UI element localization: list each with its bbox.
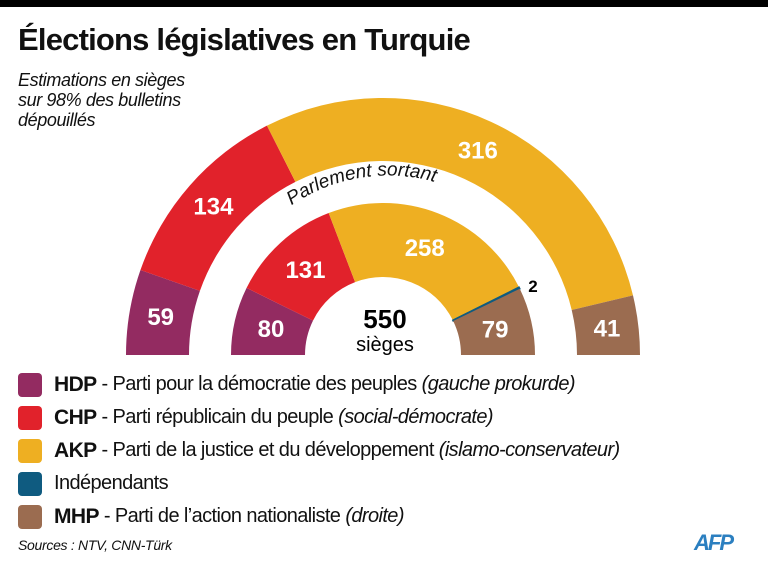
seat-segment-inner-akp (328, 202, 520, 321)
legend-swatch (18, 405, 42, 430)
source-note: Sources : NTV, CNN-Türk (18, 537, 172, 553)
legend-name: Indépendants (54, 472, 169, 494)
legend-abbr: AKP (54, 438, 97, 462)
legend-desc: (islamo-conservateur) (438, 439, 620, 461)
seat-label-outer-hdp: 59 (147, 304, 174, 331)
seat-segment-outer-chp (140, 125, 296, 291)
seat-segment-inner-hdp (231, 287, 314, 355)
legend-abbr: HDP (54, 372, 97, 396)
legend-abbr: MHP (54, 504, 99, 528)
seat-segment-outer-hdp (126, 270, 200, 355)
seat-label-outer-chp: 134 (193, 193, 234, 220)
legend-item: HDP - Parti pour la démocratie des peupl… (18, 368, 620, 401)
legend: HDP - Parti pour la démocratie des peupl… (18, 368, 620, 533)
chart-title: Élections législatives en Turquie (18, 22, 471, 57)
total-seats-value: 550 (363, 304, 406, 334)
legend-name: - Parti républicain du peuple (96, 406, 334, 428)
total-seats-unit: sièges (356, 334, 414, 356)
seat-label-outer-mhp: 41 (594, 316, 621, 343)
legend-item: MHP - Parti de l’action nationaliste (dro… (18, 500, 620, 533)
seat-label-inner-ind: 2 (528, 277, 537, 296)
seat-segment-inner-chp (246, 213, 356, 321)
legend-swatch (18, 471, 42, 496)
top-bar (0, 0, 768, 7)
seat-segment-outer-akp (266, 97, 633, 310)
seat-label-inner-mhp: 79 (482, 316, 509, 343)
chart-subtitle: Estimations en sièges sur 98% des bullet… (18, 70, 185, 130)
legend-item: Indépendants (18, 467, 620, 500)
legend-swatch (18, 438, 42, 463)
subtitle-line: sur 98% des bulletins (18, 90, 181, 110)
legend-name: - Parti de la justice et du développemen… (96, 439, 435, 461)
legend-item: AKP - Parti de la justice et du développ… (18, 434, 620, 467)
subtitle-line: Estimations en sièges (18, 70, 185, 90)
legend-item: CHP - Parti républicain du peuple (social… (18, 401, 620, 434)
legend-desc: (social-démocrate) (338, 406, 493, 428)
legend-swatch (18, 372, 42, 397)
legend-desc: (droite) (345, 505, 404, 527)
legend-name: - Parti pour la démocratie des peuples (96, 373, 418, 395)
seat-segment-inner-mhp (453, 288, 535, 355)
seat-segment-outer-mhp (571, 295, 640, 355)
seat-label-outer-akp: 316 (458, 137, 498, 164)
afp-logo: AFP (694, 530, 734, 555)
legend-abbr: CHP (54, 405, 97, 429)
seat-label-inner-hdp: 80 (258, 316, 285, 343)
seat-label-inner-akp: 258 (405, 235, 445, 262)
legend-name: - Parti de l’action nationaliste (98, 505, 341, 527)
legend-desc: (gauche prokurde) (421, 373, 576, 395)
subtitle-line: dépouillés (18, 110, 96, 130)
legend-swatch (18, 504, 42, 529)
seat-label-inner-chp: 131 (285, 257, 325, 284)
